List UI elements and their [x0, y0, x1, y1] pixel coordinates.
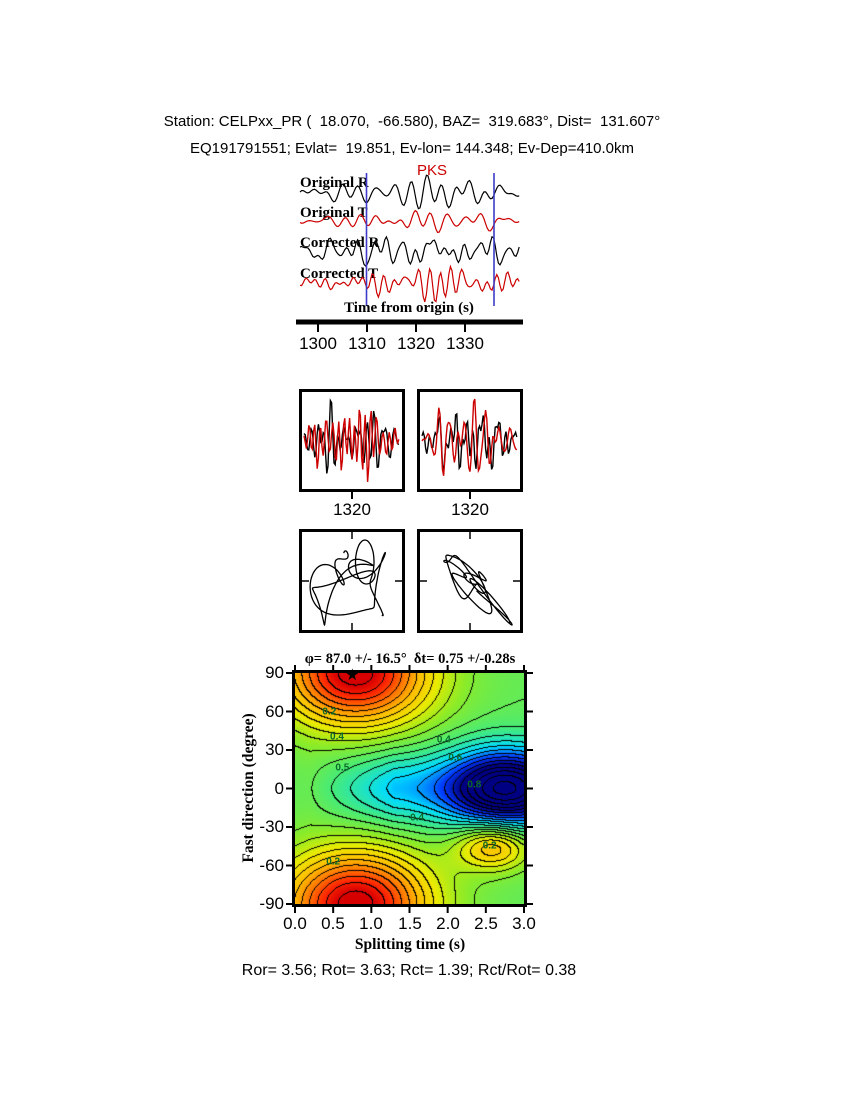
y-tick-n60: -60	[259, 856, 284, 875]
best-solution-star: ★	[345, 667, 360, 685]
contour-label: 0.6	[448, 752, 463, 764]
x-tick-20: 2.0	[436, 914, 460, 933]
y-tick-n30: -30	[259, 817, 284, 836]
y-axis-title: Fast direction (degree)	[240, 713, 257, 863]
y-tick-0: 0	[274, 779, 284, 798]
contour-label: 0.2	[482, 840, 497, 852]
misfit-contour-canvas	[295, 673, 524, 904]
event-title: EQ191791551; Evlat= 19.851, Ev-lon= 144.…	[189, 140, 635, 157]
x-tick-10: 1.0	[359, 914, 383, 933]
x-tick-0: 0.0	[283, 914, 307, 933]
contour-plot	[292, 670, 527, 907]
time-tick-1310: 1310	[348, 334, 386, 353]
time-tick-1320: 1320	[397, 334, 435, 353]
y-tick-30: 30	[265, 740, 284, 759]
contour-label: 0.2	[322, 706, 337, 717]
particle-motion-curve	[309, 539, 386, 627]
station-title: Station: CELPxx_PR ( 18.070, -66.580), B…	[163, 113, 661, 130]
time-tick-1300: 1300	[299, 334, 337, 353]
phase-label-pks: PKS	[417, 162, 448, 179]
window-trace-t	[421, 398, 518, 476]
particle-motion-left-svg	[302, 532, 402, 630]
window-trace-t	[303, 409, 400, 482]
time-axis-label: Time from origin (s)	[344, 300, 474, 316]
particle-motion-curve	[443, 554, 513, 626]
trace-label-original-r: Original R	[300, 175, 369, 191]
x-axis-title: Splitting time (s)	[354, 936, 466, 953]
contour-label: 0.8	[467, 779, 482, 791]
x-tick-05: 0.5	[321, 914, 345, 933]
contour-label: 0.4	[330, 731, 344, 743]
time-tick-1330: 1330	[446, 334, 484, 353]
trace-label-original-t: Original T	[300, 205, 368, 221]
zoom-left-tick-label: 1320	[333, 500, 371, 519]
particle-motion-panel-right	[417, 529, 523, 633]
particle-motion-panel-left	[299, 529, 405, 633]
zoom-right-tick-label: 1320	[451, 500, 489, 519]
contour-label: 0.5	[335, 762, 350, 774]
contour-label: 0.4	[410, 812, 425, 824]
trace-label-corrected-r: Corrected R	[300, 235, 380, 251]
x-tick-15: 1.5	[398, 914, 422, 933]
contour-label: 0.2	[326, 856, 341, 868]
x-tick-30: 3.0	[512, 914, 536, 933]
window-waveform-panel-right	[417, 389, 523, 492]
window-waveform-left-svg	[303, 398, 400, 482]
y-tick-n90: -90	[259, 894, 284, 913]
y-tick-90: 90	[265, 663, 284, 682]
trace-label-corrected-t: Corrected T	[300, 266, 379, 282]
window-waveform-right-svg	[421, 398, 518, 476]
y-tick-60: 60	[265, 702, 284, 721]
particle-motion-right-svg	[420, 532, 520, 630]
x-tick-25: 2.5	[474, 914, 498, 933]
contour-label: 0.4	[436, 734, 451, 746]
window-waveform-panel-left	[299, 389, 405, 492]
splitting-result-title: φ= 87.0 +/- 16.5° δt= 0.75 +/-0.28s	[304, 651, 516, 667]
footer-stats: Ror= 3.56; Rot= 3.63; Rct= 1.39; Rct/Rot…	[241, 962, 577, 979]
